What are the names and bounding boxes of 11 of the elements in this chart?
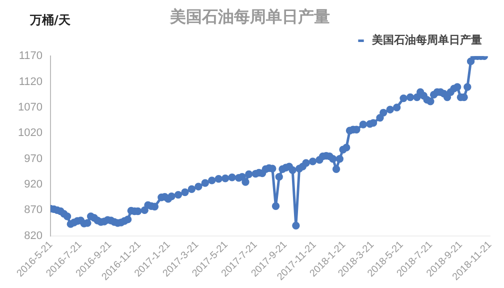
legend-label: 美国石油每周单日产量	[371, 34, 482, 47]
y-tick-label: 1120	[18, 76, 42, 88]
y-tick-label: 870	[24, 204, 42, 216]
y-axis-title: 万桶/天	[30, 12, 70, 29]
chart-title: 美国石油每周单日产量	[169, 6, 330, 26]
y-tick-label: 920	[24, 178, 42, 191]
y-tick-label: 1020	[18, 127, 42, 140]
y-tick-label: 1170	[18, 50, 42, 62]
y-tick-label: 820	[24, 230, 42, 242]
y-tick-label: 1070	[18, 102, 42, 114]
y-tick-label: 970	[24, 152, 42, 165]
